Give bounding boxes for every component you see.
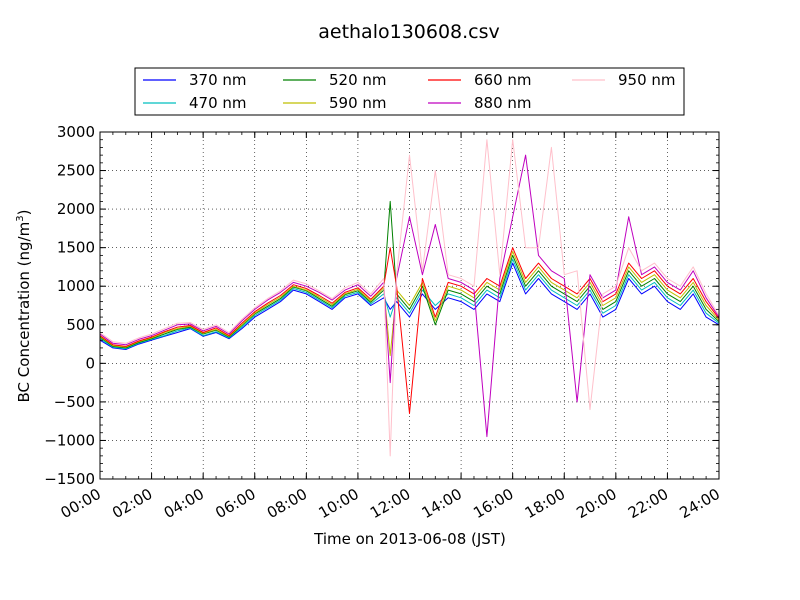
series-line-590-nm: [99, 251, 720, 357]
series-line-660-nm: [99, 247, 720, 414]
legend-label: 370 nm: [189, 71, 247, 89]
legend: 370 nm 470 nm 520 nm 590 nm 660 nm 880 nm 950 …: [134, 67, 685, 116]
y-tick-label: −500: [54, 393, 95, 411]
y-tick-label: 1000: [57, 277, 95, 295]
series-line-950-nm: [99, 139, 720, 457]
legend-label: 950 nm: [618, 71, 676, 89]
legend-label: 520 nm: [329, 71, 387, 89]
series-line-880-nm: [99, 154, 720, 438]
y-tick-label: 500: [66, 316, 95, 334]
y-tick-label: 2500: [57, 162, 95, 180]
legend-label: 880 nm: [474, 94, 532, 112]
x-axis-label: Time on 2013-06-08 (JST): [313, 530, 506, 548]
series-line-520-nm: [99, 200, 720, 349]
series-layer: [99, 139, 720, 457]
chart-title: aethalo130608.csv: [318, 21, 500, 43]
y-tick-label: −1500: [44, 470, 95, 488]
y-axis-label-tail: ): [15, 210, 33, 216]
y-axis-label: BC Concentration (ng/m3): [15, 210, 33, 403]
legend-label: 660 nm: [474, 71, 532, 89]
y-axis-label-main: BC Concentration (ng/m: [15, 222, 33, 403]
series-line-370-nm: [99, 262, 720, 350]
series-line-470-nm: [99, 258, 720, 350]
y-tick-label: 3000: [57, 123, 95, 141]
legend-label: 590 nm: [329, 94, 387, 112]
y-tick-label: −1000: [44, 431, 95, 449]
y-tick-label: 2000: [57, 200, 95, 218]
legend-label: 470 nm: [189, 94, 247, 112]
plot-frame: [99, 131, 720, 480]
legend-frame: [134, 67, 685, 116]
y-axis-label-superscript: 3: [15, 215, 26, 221]
y-tick-label: 0: [85, 354, 95, 372]
y-tick-label: 1500: [57, 239, 95, 257]
